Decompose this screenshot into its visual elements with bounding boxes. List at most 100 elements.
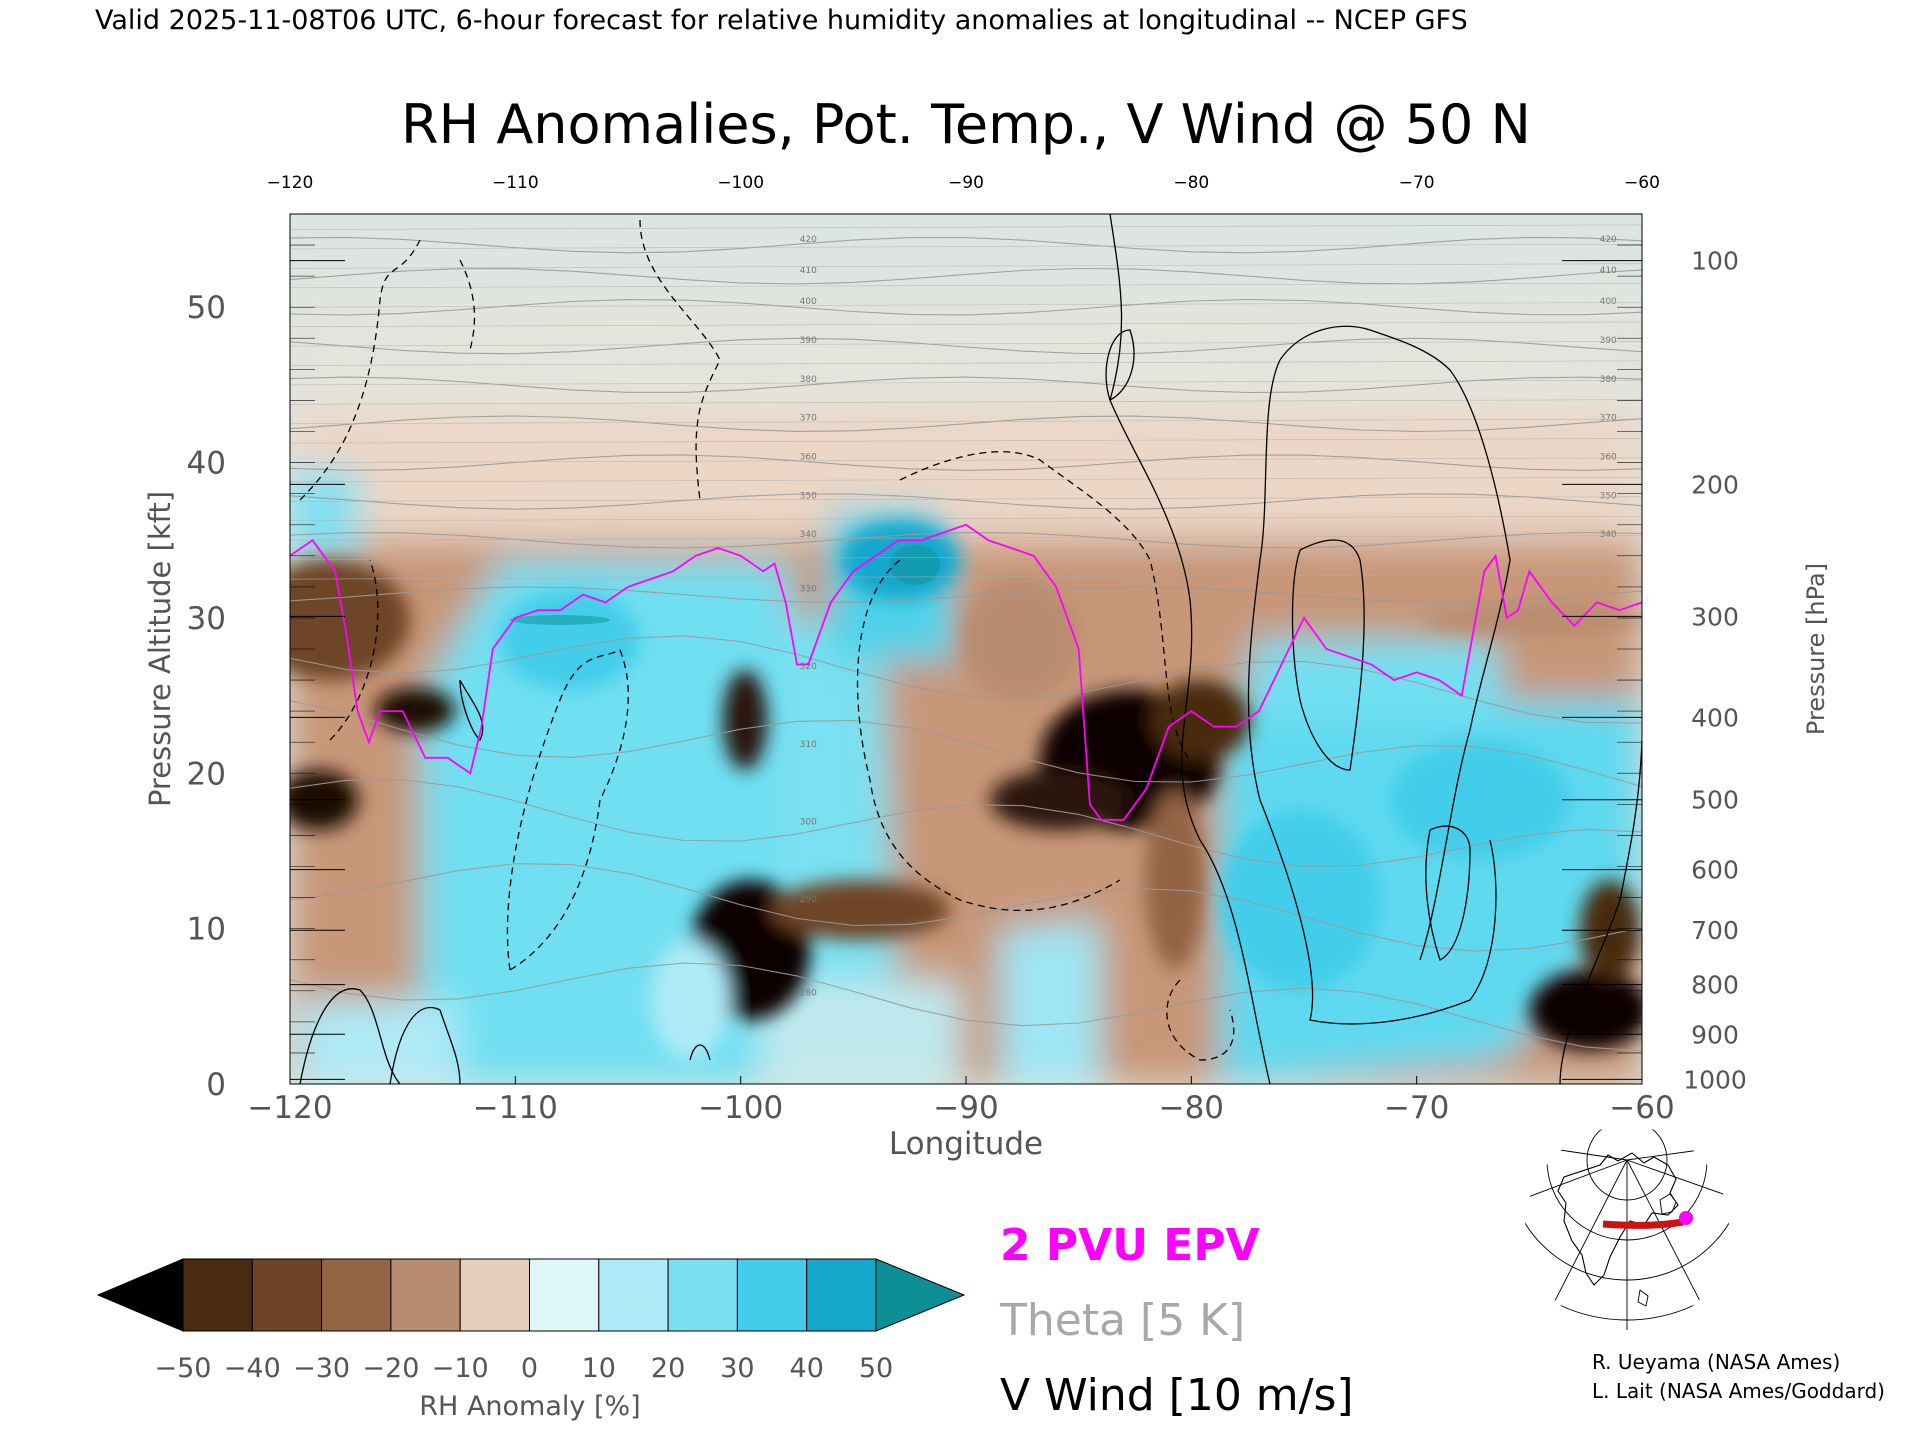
x-tick-label: −120 — [247, 1090, 332, 1126]
y-tick-label: 50 — [187, 290, 226, 326]
x-top-tick-label: −120 — [267, 173, 314, 193]
theta-contour — [290, 298, 1642, 316]
theta-contour-minor — [290, 535, 1642, 541]
colorbar-cell — [459, 1258, 531, 1332]
colorbar-tick-label: −40 — [224, 1353, 281, 1384]
theta-contour — [290, 779, 1642, 868]
theta-contour-minor — [290, 515, 1642, 522]
colorbar-tick-label: 20 — [651, 1353, 685, 1384]
epv-2pvu-line — [290, 523, 1642, 821]
theta-contour-minor — [290, 243, 1642, 250]
theta-contour-label: 300 — [800, 818, 817, 828]
x-tick-label: −100 — [698, 1090, 783, 1126]
x-tick-label: −90 — [933, 1090, 998, 1126]
pressure-tick-label: 200 — [1691, 470, 1739, 499]
colorbar-cell — [182, 1258, 253, 1332]
theta-contour — [290, 493, 1642, 510]
theta-contour-label: 400 — [1600, 297, 1617, 307]
legend-vwind: V Wind [10 m/s] — [1000, 1370, 1354, 1421]
theta-contour-minor — [290, 418, 1642, 425]
credit-1: R. Ueyama (NASA Ames) — [1592, 1350, 1840, 1374]
theta-contour-label: 360 — [800, 452, 817, 462]
pressure-tick-label: 300 — [1691, 602, 1739, 631]
theta-contour-label: 330 — [800, 585, 817, 595]
colorbar-tick-label: 50 — [859, 1353, 893, 1384]
valid-line: Valid 2025-11-08T06 UTC, 6-hour forecast… — [95, 5, 1468, 36]
colorbar-label: RH Anomaly [%] — [419, 1391, 640, 1422]
theta-contour-minor — [290, 554, 1642, 561]
theta-contour-minor — [290, 360, 1642, 366]
theta-contour-label: 320 — [800, 662, 817, 672]
theta-contour-minor — [290, 496, 1642, 502]
theta-contour-label: 400 — [800, 297, 817, 307]
colorbar-tick-label: 40 — [790, 1353, 824, 1384]
theta-contour-minor — [290, 224, 1642, 230]
colorbar-cell — [806, 1258, 877, 1332]
theta-contours: 280 290 300 310 320 330 340 340 350 350 360 360 370 3… — [290, 224, 1642, 1052]
colorbar-high-arrow — [875, 1258, 966, 1332]
x-tick-label: −70 — [1384, 1090, 1449, 1126]
theta-contour — [290, 415, 1642, 433]
theta-contour-label: 350 — [1600, 491, 1617, 501]
rh-anomaly-field: 280 290 300 310 320 330 340 340 350 350 360 360 370 3… — [290, 214, 1642, 1084]
theta-contour — [290, 454, 1642, 471]
theta-contour-label: 370 — [800, 414, 817, 424]
theta-contour — [290, 700, 1642, 788]
inset-map — [1525, 1126, 1729, 1330]
theta-contour-label: 410 — [800, 266, 817, 276]
y-axis-label-left: Pressure Altitude [kft] — [143, 491, 177, 807]
theta-contour — [290, 337, 1642, 355]
colorbar-low-arrow — [96, 1258, 184, 1332]
theta-contour-label: 340 — [1600, 530, 1617, 540]
theta-contour-label: 360 — [1600, 452, 1617, 462]
colorbar-tick-label: −10 — [432, 1353, 489, 1384]
theta-contour-label: 350 — [800, 491, 817, 501]
colorbar-tick-label: 10 — [582, 1353, 616, 1384]
theta-contour-label: 420 — [1600, 235, 1617, 245]
colorbar-tick-label: 0 — [521, 1353, 538, 1384]
theta-contour — [290, 236, 1642, 254]
axes: −120 −120 −110 −110 −100 −100 −90 −90 −80 −80 −70 −… — [187, 173, 1747, 1126]
colorbar-cell — [598, 1258, 669, 1332]
theta-contour — [290, 962, 1642, 1052]
theta-contour-label: 370 — [1600, 414, 1617, 424]
theta-contour-minor — [290, 341, 1642, 347]
x-axis-label: Longitude — [889, 1126, 1043, 1162]
theta-contour-minor — [290, 379, 1642, 386]
theta-contour-minor — [290, 399, 1642, 405]
colorbar-cell — [667, 1258, 738, 1332]
plot-area: 280 290 300 310 320 330 340 340 350 350 360 360 370 3… — [289, 213, 1643, 1085]
y-axis-label-right: Pressure [hPa] — [1802, 563, 1830, 735]
x-tick-label: −60 — [1609, 1090, 1674, 1126]
theta-contour-minor — [290, 282, 1642, 289]
x-top-tick-label: −60 — [1624, 173, 1660, 193]
pressure-tick-label: 800 — [1691, 971, 1739, 1000]
colorbar-cell — [529, 1258, 600, 1332]
theta-contour-label: 340 — [800, 530, 817, 540]
y-tick-label: 30 — [187, 601, 226, 637]
x-top-tick-label: −110 — [492, 173, 539, 193]
theta-contour — [290, 863, 1642, 952]
y-tick-label: 0 — [206, 1067, 226, 1103]
colorbar-tick-label: −20 — [362, 1353, 419, 1384]
colorbar-tick-label: 30 — [720, 1353, 754, 1384]
theta-contour-minor — [290, 438, 1642, 444]
pressure-tick-label: 1000 — [1683, 1065, 1747, 1094]
pressure-tick-label: 400 — [1691, 703, 1739, 732]
pressure-tick-label: 600 — [1691, 856, 1739, 885]
theta-contour-label: 280 — [800, 988, 817, 998]
legend-theta: Theta [5 K] — [999, 1295, 1245, 1346]
chart-title: RH Anomalies, Pot. Temp., V Wind @ 50 N — [401, 93, 1531, 156]
theta-contour-minor — [290, 263, 1642, 269]
pressure-tick-label: 700 — [1691, 916, 1739, 945]
inset-cross-section-line — [1602, 1218, 1684, 1229]
theta-contour-minor — [290, 574, 1642, 580]
x-top-tick-label: −90 — [948, 173, 984, 193]
theta-contour-minor — [290, 476, 1642, 483]
theta-contour — [290, 635, 1642, 724]
colorbar-cell — [390, 1258, 461, 1332]
colorbar-tick-label: −30 — [293, 1353, 350, 1384]
theta-contour-label: 310 — [800, 740, 817, 750]
theta-contour-label: 380 — [800, 375, 817, 385]
